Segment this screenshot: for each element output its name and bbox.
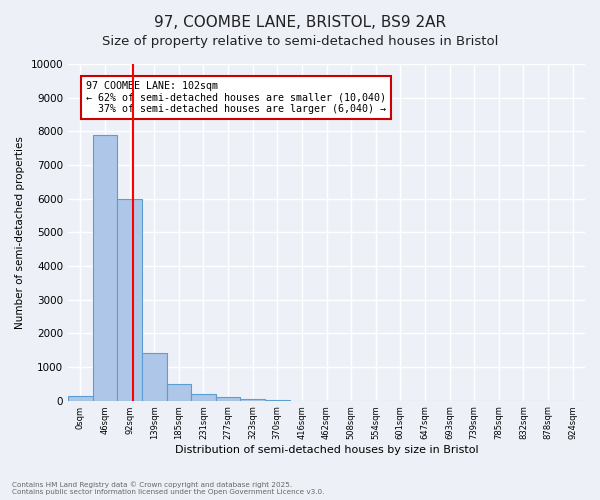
Bar: [241, 399, 265, 400]
Bar: [117, 198, 142, 400]
Y-axis label: Number of semi-detached properties: Number of semi-detached properties: [15, 136, 25, 328]
Bar: [167, 384, 191, 400]
Bar: [191, 394, 216, 400]
Bar: [142, 354, 167, 401]
X-axis label: Distribution of semi-detached houses by size in Bristol: Distribution of semi-detached houses by …: [175, 445, 478, 455]
Bar: [216, 397, 241, 400]
Text: 97, COOMBE LANE, BRISTOL, BS9 2AR: 97, COOMBE LANE, BRISTOL, BS9 2AR: [154, 15, 446, 30]
Text: Size of property relative to semi-detached houses in Bristol: Size of property relative to semi-detach…: [102, 35, 498, 48]
Text: Contains HM Land Registry data © Crown copyright and database right 2025.
Contai: Contains HM Land Registry data © Crown c…: [12, 482, 325, 495]
Text: 97 COOMBE LANE: 102sqm
← 62% of semi-detached houses are smaller (10,040)
  37% : 97 COOMBE LANE: 102sqm ← 62% of semi-det…: [86, 81, 386, 114]
Bar: [92, 134, 117, 400]
Bar: [68, 396, 92, 400]
